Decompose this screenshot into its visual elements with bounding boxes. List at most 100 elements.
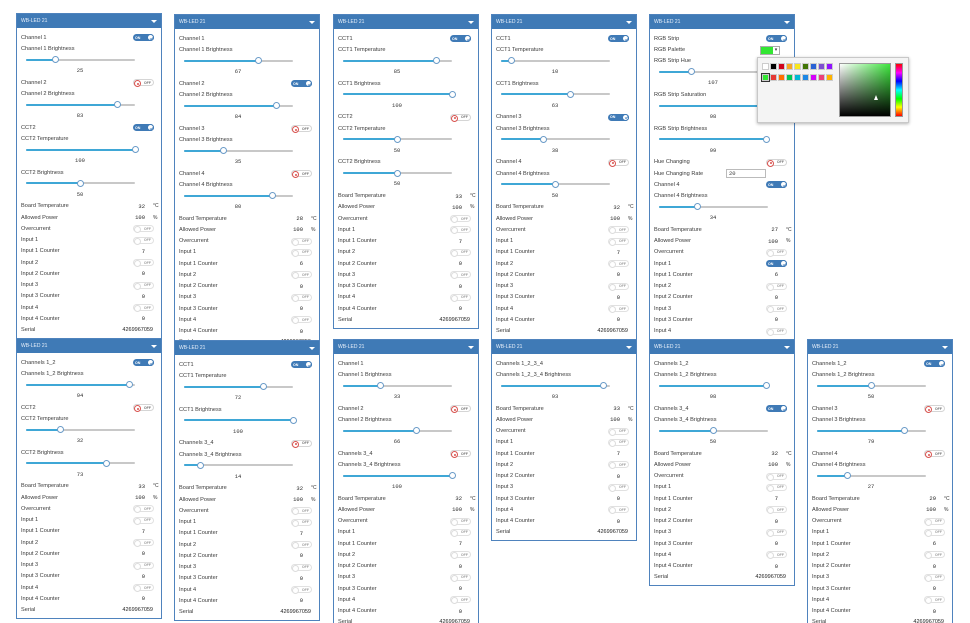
channels-1-2-toggle[interactable]: ON bbox=[924, 360, 945, 367]
input-2-toggle[interactable]: OFF bbox=[608, 260, 629, 268]
palette-color-swatch[interactable] bbox=[794, 74, 801, 81]
input-1-toggle[interactable]: OFF bbox=[291, 248, 312, 257]
slider-handle[interactable] bbox=[268, 192, 276, 199]
slider-handle[interactable] bbox=[763, 382, 771, 389]
cct2-brightness-slider[interactable] bbox=[343, 169, 452, 177]
panel-header[interactable]: WB-LED 21 bbox=[175, 341, 319, 355]
channel-1-brightness-slider[interactable] bbox=[26, 56, 135, 63]
rgb-strip-brightness-slider[interactable] bbox=[659, 135, 771, 143]
input-1-toggle[interactable]: OFF bbox=[766, 483, 787, 492]
channels-1-2-brightness-slider[interactable] bbox=[817, 382, 926, 389]
slider-handle[interactable] bbox=[114, 101, 122, 108]
input-1-toggle[interactable]: OFF bbox=[450, 226, 471, 235]
input-2-toggle[interactable]: OFF bbox=[291, 541, 312, 549]
input-3-toggle[interactable]: OFF bbox=[133, 561, 154, 570]
input-4-toggle[interactable]: OFF bbox=[291, 316, 312, 325]
input-1-toggle[interactable]: OFF bbox=[133, 516, 154, 525]
cct2-toggle[interactable]: OFF bbox=[133, 404, 154, 412]
slider-handle[interactable] bbox=[540, 135, 547, 143]
input-3-toggle[interactable]: OFF bbox=[608, 282, 629, 291]
input-4-toggle[interactable]: OFF bbox=[133, 584, 154, 592]
overcurrent-toggle[interactable]: OFF bbox=[291, 237, 312, 246]
input-2-toggle[interactable]: OFF bbox=[608, 461, 629, 470]
channel-2-toggle[interactable]: ON bbox=[291, 80, 312, 87]
slider-handle[interactable] bbox=[844, 472, 852, 479]
channel-4-brightness-slider[interactable] bbox=[501, 180, 610, 188]
input-1-toggle[interactable]: OFF bbox=[450, 528, 471, 537]
slider-handle[interactable] bbox=[289, 416, 297, 424]
slider-handle[interactable] bbox=[394, 135, 401, 143]
slider-handle[interactable] bbox=[273, 102, 281, 109]
channel-4-brightness-slider[interactable] bbox=[659, 203, 768, 211]
slider-handle[interactable] bbox=[254, 57, 262, 64]
slider-handle[interactable] bbox=[57, 426, 65, 433]
input-3-toggle[interactable]: OFF bbox=[608, 483, 629, 492]
panel-header[interactable]: WB-LED 21 bbox=[808, 340, 952, 354]
slider-handle[interactable] bbox=[412, 427, 420, 434]
channel-3-brightness-slider[interactable] bbox=[184, 147, 293, 154]
slider-handle[interactable] bbox=[567, 90, 575, 98]
slider-handle[interactable] bbox=[394, 169, 401, 177]
slider-handle[interactable] bbox=[688, 68, 696, 76]
input-3-toggle[interactable]: OFF bbox=[450, 573, 471, 582]
channel-2-brightness-slider[interactable] bbox=[184, 102, 293, 109]
slider-handle[interactable] bbox=[376, 382, 384, 389]
input-2-toggle[interactable]: OFF bbox=[766, 506, 787, 515]
channel-2-toggle[interactable]: OFF bbox=[133, 79, 154, 87]
hue-slider[interactable] bbox=[895, 63, 903, 117]
rgb-strip-saturation-slider[interactable] bbox=[659, 102, 770, 109]
channel-1-brightness-slider[interactable] bbox=[184, 57, 293, 64]
cct2-temperature-slider[interactable] bbox=[26, 426, 135, 433]
overcurrent-toggle[interactable]: OFF bbox=[133, 505, 154, 514]
slider-handle[interactable] bbox=[900, 427, 908, 434]
panel-header[interactable]: WB-LED 21 bbox=[492, 15, 636, 29]
overcurrent-toggle[interactable]: OFF bbox=[133, 225, 154, 234]
color-picker-popup[interactable] bbox=[757, 57, 909, 123]
panel-header[interactable]: WB-LED 21 bbox=[334, 15, 478, 29]
palette-color-swatch[interactable] bbox=[802, 74, 809, 81]
slider-handle[interactable] bbox=[77, 179, 84, 187]
panel-header[interactable]: WB-LED 21 bbox=[650, 340, 794, 354]
rgb-palette-swatch[interactable]: ▾ bbox=[760, 46, 780, 56]
palette-color-swatch[interactable] bbox=[818, 74, 825, 81]
input-2-toggle[interactable]: OFF bbox=[450, 551, 471, 560]
cct1-brightness-slider[interactable] bbox=[343, 90, 456, 98]
chevron-down-icon[interactable] bbox=[784, 20, 790, 24]
chevron-down-icon[interactable] bbox=[942, 345, 948, 349]
slider-handle[interactable] bbox=[103, 459, 111, 467]
panel-header[interactable]: WB-LED 21 bbox=[650, 15, 794, 29]
palette-color-swatch[interactable] bbox=[802, 63, 809, 70]
slider-handle[interactable] bbox=[552, 180, 559, 188]
palette-color-swatch[interactable] bbox=[794, 63, 801, 70]
palette-color-swatch[interactable] bbox=[826, 74, 833, 81]
overcurrent-toggle[interactable]: OFF bbox=[766, 248, 787, 257]
channel-1-toggle[interactable]: ON bbox=[133, 34, 154, 41]
overcurrent-toggle[interactable]: OFF bbox=[766, 472, 787, 481]
channel-4-toggle[interactable]: OFF bbox=[924, 450, 945, 458]
input-4-toggle[interactable]: OFF bbox=[608, 506, 629, 515]
slider-handle[interactable] bbox=[219, 147, 227, 154]
input-4-toggle[interactable]: OFF bbox=[291, 586, 312, 594]
panel-header[interactable]: WB-LED 21 bbox=[492, 340, 636, 354]
channel-4-brightness-slider[interactable] bbox=[817, 472, 926, 479]
input-4-toggle[interactable]: OFF bbox=[766, 551, 787, 560]
hue-changing-toggle[interactable]: OFF bbox=[766, 158, 787, 167]
input-2-toggle[interactable]: OFF bbox=[766, 282, 787, 291]
slider-handle[interactable] bbox=[196, 461, 204, 469]
palette-color-swatch[interactable] bbox=[810, 63, 817, 70]
input-4-toggle[interactable]: OFF bbox=[924, 596, 945, 605]
palette-color-swatch[interactable] bbox=[762, 63, 769, 70]
panel-header[interactable]: WB-LED 21 bbox=[175, 15, 319, 29]
palette-color-swatch[interactable] bbox=[818, 63, 825, 70]
input-3-toggle[interactable]: OFF bbox=[450, 271, 471, 280]
cct1-temperature-slider[interactable] bbox=[343, 57, 452, 64]
channel-2-toggle[interactable]: OFF bbox=[450, 405, 471, 413]
overcurrent-toggle[interactable]: OFF bbox=[291, 507, 312, 516]
chevron-down-icon[interactable] bbox=[626, 345, 632, 349]
input-3-toggle[interactable]: OFF bbox=[924, 573, 945, 582]
slider-handle[interactable] bbox=[693, 203, 701, 211]
panel-header[interactable]: WB-LED 21 bbox=[17, 339, 161, 353]
chevron-down-icon[interactable] bbox=[309, 20, 315, 24]
palette-color-swatch[interactable] bbox=[786, 63, 793, 70]
hue-changing-rate-input[interactable]: 20 bbox=[726, 169, 766, 178]
